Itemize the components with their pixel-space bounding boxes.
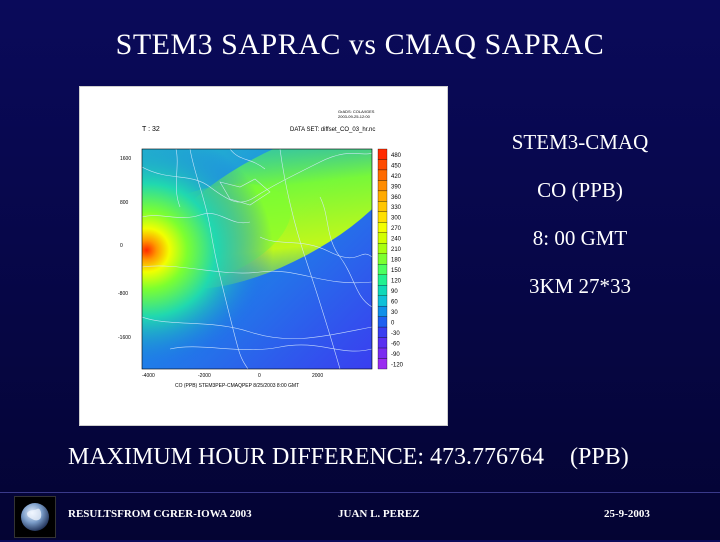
colorbar-label: 0 <box>391 320 395 326</box>
colorbar-label: 180 <box>391 258 402 264</box>
colorbar-swatch <box>377 264 388 275</box>
colorbar-label: 480 <box>391 153 402 159</box>
map-header-left: T : 32 <box>142 126 160 133</box>
info-line-time: 8: 00 GMT <box>532 226 628 250</box>
colorbar-label: 450 <box>391 163 402 169</box>
colorbar-swatch <box>377 201 388 213</box>
colorbar-swatch <box>377 232 388 244</box>
colorbar-label: 300 <box>391 216 402 222</box>
colorbar-swatch <box>377 326 388 338</box>
info-line-model: STEM3-CMAQ <box>511 130 649 154</box>
colorbar-swatch <box>377 347 388 359</box>
colorbar-swatch <box>377 159 388 171</box>
colorbar-label: 60 <box>391 300 398 306</box>
x-tick: -4000 <box>142 373 155 379</box>
colorbar-swatch <box>377 305 388 317</box>
colorbar-swatch <box>377 243 388 254</box>
y-tick: -1600 <box>118 335 131 341</box>
colorbar-swatch <box>377 285 388 296</box>
colorbar-swatch <box>377 169 388 181</box>
colorbar-label: 30 <box>391 310 398 316</box>
colorbar-label: -90 <box>391 352 400 358</box>
colorbar-swatch <box>377 148 388 160</box>
max-difference-label: MAXIMUM HOUR DIFFERENCE: 473.776764 <box>68 444 545 470</box>
colorbar-swatch <box>377 358 388 370</box>
colorbar-label: 240 <box>391 237 402 243</box>
map-field <box>142 149 372 369</box>
colorbar-label: -30 <box>391 331 400 337</box>
colorbar-swatch <box>377 316 388 328</box>
colorbar-swatch <box>377 222 388 233</box>
map-figure: T : 32 DATA SET: diffset_CO_03_hr.nc GrA… <box>118 109 404 389</box>
colorbar-label: 90 <box>391 289 398 295</box>
map-header-mid: DATA SET: diffset_CO_03_hr.nc <box>290 127 375 133</box>
boundary-lines <box>142 149 372 369</box>
colorbar-label: -120 <box>391 362 404 368</box>
colorbar-swatch <box>377 211 388 223</box>
colorbar-label: -60 <box>391 341 400 347</box>
colorbar-swatch <box>377 253 388 265</box>
footer-divider <box>0 492 720 493</box>
colorbar-label: 270 <box>391 226 402 232</box>
map-header-right-2: 2003-09-25-12:00 <box>338 114 371 119</box>
colorbar-label: 150 <box>391 268 402 274</box>
info-line-grid: 3KM 27*33 <box>528 274 632 298</box>
y-tick: 800 <box>120 200 129 206</box>
info-line-species: CO (PPB) <box>537 178 623 202</box>
y-tick: 1600 <box>120 156 131 162</box>
x-axis: -4000 -2000 0 2000 <box>142 373 323 379</box>
colorbar-label: 120 <box>391 279 402 285</box>
footer-date: 25-9-2003 <box>604 508 650 520</box>
footer-credit: RESULTSFROM CGRER-IOWA 2003 <box>68 508 252 520</box>
colorbar-swatch <box>377 337 388 349</box>
max-difference: MAXIMUM HOUR DIFFERENCE: 473.776764 (PPB) <box>68 444 629 471</box>
y-axis: 1600 800 0 -800 -1600 <box>118 156 131 341</box>
x-tick: -2000 <box>198 373 211 379</box>
info-panel: STEM3-CMAQ CO (PPB) 8: 00 GMT 3KM 27*33 <box>480 118 680 310</box>
map-header-right-1: GrADS: COLA/IGES <box>338 109 375 114</box>
colorbar-swatch <box>377 190 388 202</box>
colorbar-label: 330 <box>391 205 402 211</box>
colorbar-swatch <box>377 295 388 307</box>
colorbar-swatch <box>377 180 388 192</box>
x-tick: 2000 <box>312 373 323 379</box>
footer-author: JUAN L. PEREZ <box>338 508 420 520</box>
max-difference-unit: (PPB) <box>570 444 629 470</box>
difference-map: T : 32 DATA SET: diffset_CO_03_hr.nc GrA… <box>80 87 447 425</box>
colorbar-label: 420 <box>391 174 402 180</box>
colorbar-label: 210 <box>391 247 402 253</box>
slide-title: STEM3 SAPRAC vs CMAQ SAPRAC <box>115 28 605 61</box>
colorbar-label: 390 <box>391 184 402 190</box>
colorbar: 4804504203903603303002702402101801501209… <box>377 148 404 370</box>
x-tick: 0 <box>258 373 261 379</box>
map-caption: CO (PPB) STEM3PEP-CMAQPEP 8/25/2003 8:00… <box>175 383 299 389</box>
colorbar-swatch <box>377 274 388 286</box>
colorbar-label: 360 <box>391 195 402 201</box>
y-tick: 0 <box>120 243 123 249</box>
globe-icon <box>14 496 56 538</box>
y-tick: -800 <box>118 291 128 297</box>
